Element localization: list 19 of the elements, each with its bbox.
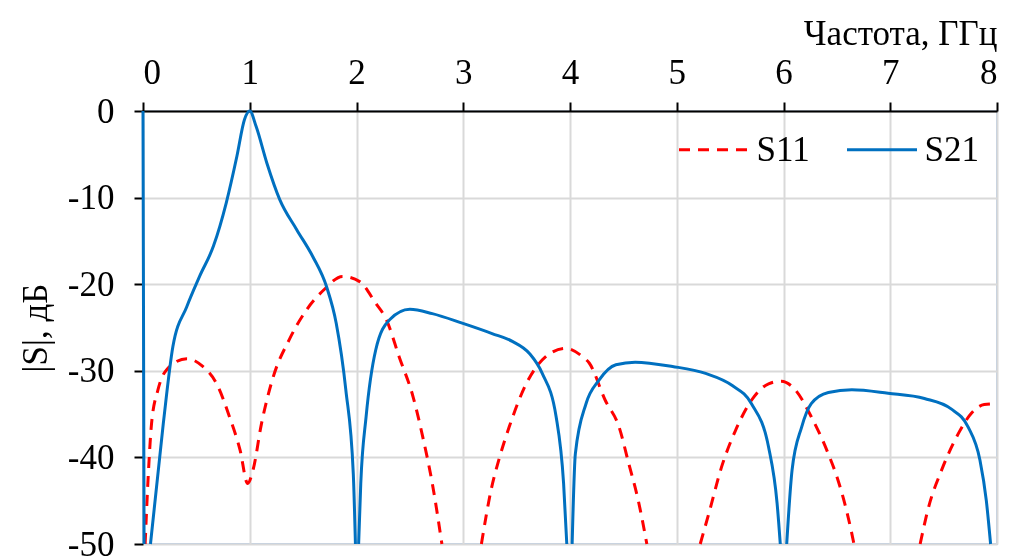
x-axis-title: Частота, ГГц bbox=[803, 13, 998, 53]
legend-label: S21 bbox=[924, 129, 979, 169]
y-axis-title: |S|, дБ bbox=[15, 283, 55, 373]
x-tick-label: 1 bbox=[241, 52, 259, 92]
x-tick-label: 6 bbox=[775, 52, 793, 92]
y-tick-label: -10 bbox=[67, 178, 115, 218]
y-tick-label: -30 bbox=[67, 351, 115, 391]
x-tick-label: 5 bbox=[668, 52, 686, 92]
y-tick-label: 0 bbox=[97, 91, 115, 131]
x-tick-label: 0 bbox=[143, 52, 161, 92]
x-tick-label: 8 bbox=[980, 52, 998, 92]
x-tick-label: 3 bbox=[455, 52, 473, 92]
x-tick-label: 4 bbox=[561, 52, 580, 92]
legend-label: S11 bbox=[756, 129, 810, 169]
y-tick-label: -40 bbox=[67, 437, 115, 477]
x-tick-label: 2 bbox=[348, 52, 366, 92]
y-tick-label: -20 bbox=[67, 264, 115, 304]
y-tick-label: -50 bbox=[67, 524, 115, 557]
x-tick-label: 7 bbox=[882, 52, 900, 92]
